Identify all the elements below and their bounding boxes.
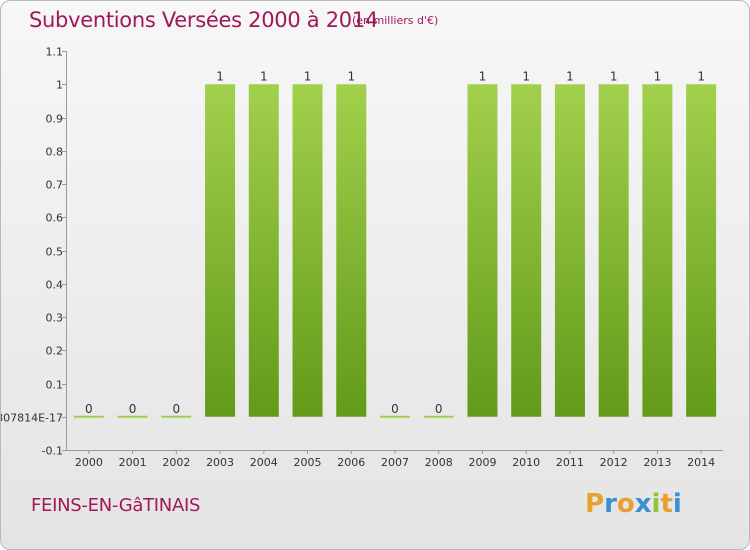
data-label: 0: [391, 402, 399, 416]
y-tick-label: 1.1: [46, 46, 64, 59]
commune-name: FEINS-EN-GâTINAIS: [31, 495, 201, 516]
x-tick-label: 2005: [294, 456, 322, 469]
bar: [336, 84, 367, 417]
y-tick-label: 0.5: [46, 246, 64, 259]
x-tick-label: 2003: [206, 456, 234, 469]
bar: [511, 84, 542, 417]
bar: [205, 84, 236, 417]
x-tick-label: 2013: [643, 456, 671, 469]
x-tick-label: 2008: [425, 456, 453, 469]
x-tick-label: 2000: [75, 456, 103, 469]
bar: [554, 84, 585, 417]
bar: [686, 84, 717, 417]
y-tick-label: 1.3877787807814E-17: [1, 412, 63, 425]
data-label: 1: [522, 69, 530, 83]
x-tick-label: 2006: [337, 456, 365, 469]
x-tick-label: 2002: [162, 456, 190, 469]
y-tick-label: 0.6: [46, 212, 64, 225]
x-tick-label: 2010: [512, 456, 540, 469]
chart-unit: (en milliers d'€): [352, 14, 439, 27]
data-label: 1: [697, 69, 705, 83]
bar: [292, 84, 323, 417]
data-label: 1: [304, 69, 312, 83]
logo-letter: P: [585, 489, 605, 519]
bar: [642, 84, 673, 417]
y-tick-label: 0.2: [46, 345, 64, 358]
bar: [598, 84, 629, 417]
logo-letter: x: [634, 489, 652, 519]
data-label: 1: [260, 69, 268, 83]
data-label: 0: [85, 402, 93, 416]
logo-letter: i: [651, 489, 661, 519]
bar: [467, 84, 498, 417]
data-label: 0: [173, 402, 181, 416]
y-tick-label: 0.8: [46, 146, 64, 159]
y-tick-label: 0.1: [46, 379, 64, 392]
logo-letter: t: [660, 489, 673, 519]
x-tick-label: 2004: [250, 456, 278, 469]
x-tick-label: 2014: [687, 456, 715, 469]
data-label: 1: [566, 69, 574, 83]
data-label: 1: [347, 69, 355, 83]
data-label: 1: [610, 69, 618, 83]
x-tick-label: 2001: [119, 456, 147, 469]
data-label: 0: [129, 402, 137, 416]
chart-title: Subventions Versées 2000 à 2014: [29, 8, 378, 32]
y-tick-label: 0.9: [46, 113, 64, 126]
x-tick-label: 2012: [600, 456, 628, 469]
logo-letter: o: [616, 489, 635, 519]
bar: [248, 84, 279, 417]
x-tick-label: 2009: [468, 456, 496, 469]
y-tick-label: -0.1: [42, 445, 63, 458]
data-label: 1: [479, 69, 487, 83]
x-tick-label: 2011: [556, 456, 584, 469]
data-label: 1: [216, 69, 224, 83]
x-tick-label: 2007: [381, 456, 409, 469]
logo-letter: r: [604, 489, 617, 519]
y-tick-label: 0.7: [46, 179, 64, 192]
y-tick-label: 1: [56, 79, 63, 92]
y-tick-label: 0.3: [46, 312, 64, 325]
y-tick-label: 0.4: [46, 279, 64, 292]
proxiti-logo: Proxiti: [585, 489, 682, 519]
data-label: 0: [435, 402, 443, 416]
logo-letter: i: [672, 489, 682, 519]
data-label: 1: [654, 69, 662, 83]
